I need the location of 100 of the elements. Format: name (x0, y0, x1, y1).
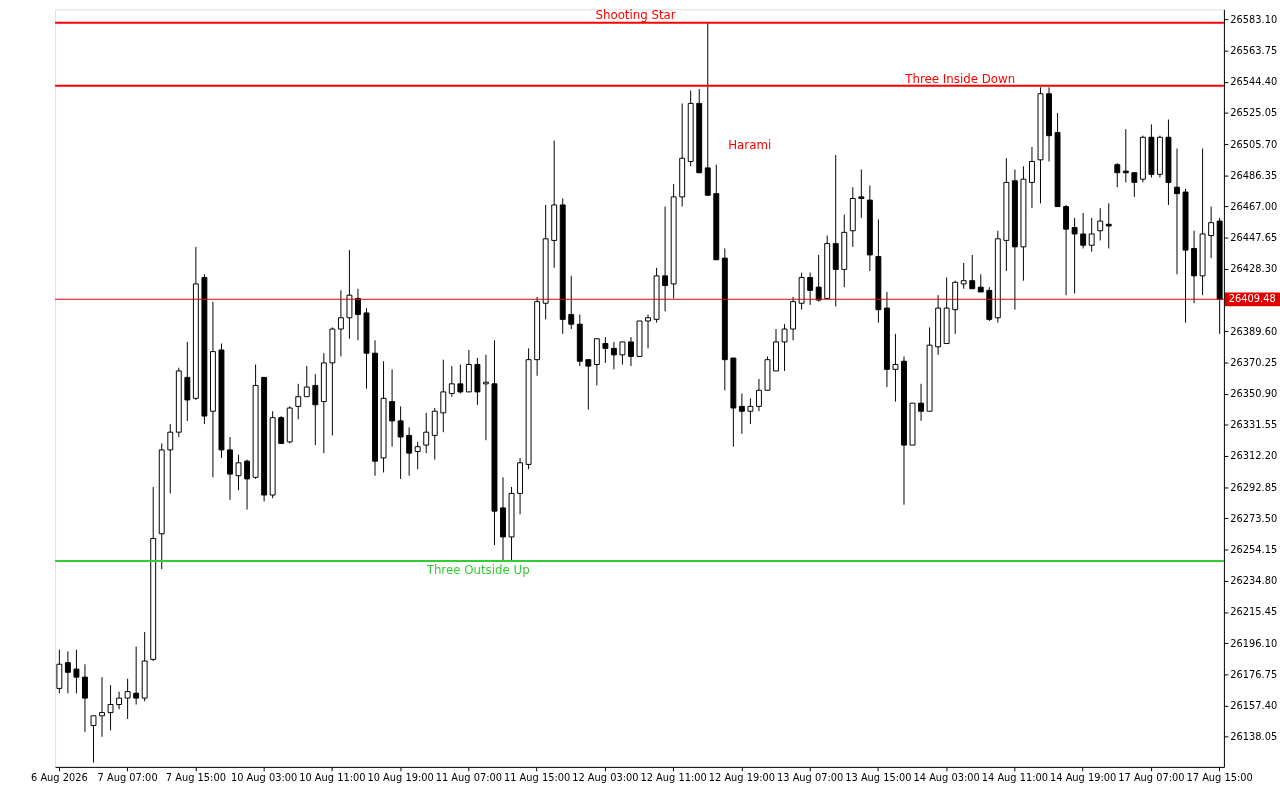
candlestick (1105, 202, 1112, 249)
y-tick-label: 26196.10 (1230, 637, 1278, 649)
candlestick (858, 169, 865, 219)
y-tick-label: 26583.10 (1230, 13, 1278, 25)
candlestick (244, 459, 251, 511)
candlestick (815, 254, 822, 303)
candlestick (747, 397, 754, 425)
candlestick (397, 405, 404, 480)
candlestick (73, 649, 80, 694)
y-tick-label: 26273.50 (1230, 512, 1278, 524)
y-tick-label: 26505.70 (1230, 138, 1278, 150)
candlestick (82, 663, 88, 733)
x-tick-label: 7 Aug 15:00 (165, 772, 226, 784)
ref-line-label: Three Outside Up (425, 562, 530, 577)
candlestick (1029, 146, 1035, 209)
candlestick (568, 275, 575, 330)
candlestick (1080, 212, 1087, 249)
candlestick (337, 289, 344, 357)
candlestick (602, 336, 609, 364)
annotation: Harami (728, 138, 772, 153)
x-tick-label: 14 Aug 03:00 (913, 772, 980, 784)
candlestick (645, 314, 651, 349)
candlestick (235, 454, 242, 491)
candlestick (184, 341, 191, 422)
candlestick (406, 426, 413, 477)
x-tick-label: 12 Aug 19:00 (708, 772, 776, 784)
candlestick (303, 365, 310, 398)
x-tick-label: 14 Aug 19:00 (1050, 772, 1117, 784)
candlestick (448, 365, 455, 398)
candlestick (969, 254, 976, 290)
ref-line-label: Three Inside Down (904, 71, 1016, 86)
candlestick (124, 678, 131, 720)
candlestick (167, 423, 174, 494)
candlestick (619, 341, 626, 365)
candlestick (585, 359, 592, 411)
candlestick (107, 684, 114, 731)
candlestick (1088, 217, 1095, 253)
candlestick (628, 336, 634, 367)
candlestick (1174, 148, 1180, 275)
candlestick (1131, 172, 1138, 198)
candlestick (64, 650, 71, 694)
candlestick (960, 262, 967, 290)
y-tick-label: 26350.90 (1230, 388, 1278, 400)
x-tick-label: 17 Aug 07:00 (1118, 772, 1185, 784)
x-tick-label: 10 Aug 03:00 (230, 772, 298, 784)
y-tick-label: 26389.60 (1230, 325, 1278, 337)
candlestick (1122, 128, 1129, 183)
x-tick-label: 11 Aug 15:00 (503, 772, 571, 784)
y-tick-label: 26254.15 (1230, 544, 1278, 556)
y-tick-label: 26292.85 (1230, 481, 1278, 493)
y-tick-label: 26234.80 (1230, 575, 1278, 587)
y-tick-label: 26312.20 (1230, 450, 1278, 462)
x-tick-label: 10 Aug 19:00 (367, 772, 434, 784)
y-tick-label: 26563.75 (1230, 45, 1278, 57)
y-tick-label: 26486.35 (1230, 169, 1278, 181)
candlestick (414, 441, 421, 470)
y-tick-label: 26467.00 (1230, 201, 1278, 213)
y-tick-label: 26331.55 (1230, 419, 1278, 431)
candlestick (116, 691, 123, 710)
candlestick (610, 341, 617, 370)
x-tick-label: 11 Aug 07:00 (435, 772, 503, 784)
candlestick (295, 383, 302, 420)
candlestick (355, 288, 361, 341)
candlestick (389, 368, 396, 448)
candlestick (1063, 204, 1070, 296)
candlestick (756, 378, 762, 412)
candlestick (1114, 162, 1121, 188)
candlestick (1208, 206, 1215, 259)
y-tick-label: 26215.45 (1230, 606, 1278, 618)
ref-line-label: Shooting Star (595, 7, 676, 22)
x-tick-label: 13 Aug 15:00 (845, 772, 912, 784)
x-tick-label: 17 Aug 15:00 (1186, 772, 1253, 784)
candlestick (781, 323, 788, 372)
candlestick (90, 715, 97, 764)
candlestick (1071, 217, 1078, 295)
candlestick (133, 646, 140, 706)
candlestick (738, 393, 745, 435)
candlestick (457, 364, 464, 394)
x-tick-label: 12 Aug 11:00 (640, 772, 707, 784)
x-tick-label: 13 Aug 07:00 (777, 772, 844, 784)
candlestick (662, 206, 669, 312)
ref-line-label: 26409.48 (1228, 293, 1276, 305)
candlestick (346, 249, 353, 340)
y-tick-label: 26525.05 (1230, 107, 1278, 119)
x-tick-label: 7 Aug 07:00 (97, 772, 158, 784)
y-tick-label: 26176.75 (1230, 668, 1278, 680)
y-tick-label: 26544.40 (1230, 76, 1278, 88)
x-tick-label: 6 Aug 2026 (31, 772, 88, 784)
candlestick (807, 272, 814, 306)
candlestick (440, 359, 447, 433)
candlestick (892, 333, 899, 403)
y-tick-label: 26370.25 (1230, 356, 1278, 368)
x-tick-label: 12 Aug 03:00 (572, 772, 639, 784)
candlestick (312, 373, 319, 446)
y-tick-label: 26157.40 (1230, 699, 1278, 711)
candlestick (423, 412, 430, 454)
candlestick (99, 676, 105, 738)
candlestick (1097, 207, 1104, 241)
candlestick (918, 383, 924, 422)
y-tick-label: 26447.65 (1230, 232, 1278, 244)
